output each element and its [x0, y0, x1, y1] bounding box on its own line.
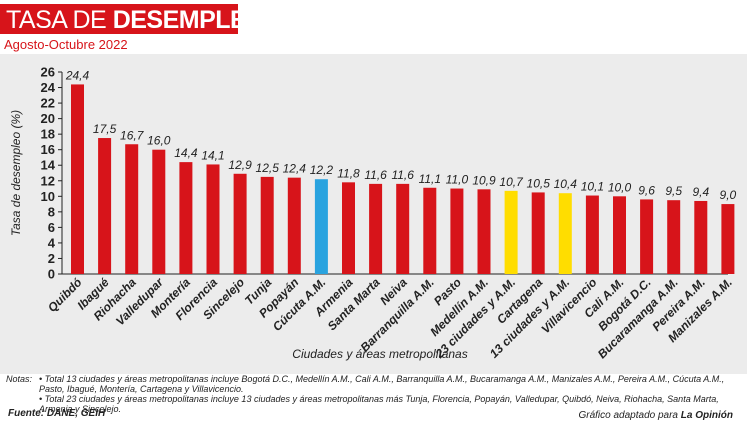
bar	[396, 183, 410, 274]
value-label: 10,1	[581, 180, 604, 194]
bar	[206, 164, 220, 274]
y-tick-label: 12	[41, 173, 55, 188]
bar	[721, 204, 735, 274]
note-13-ciudades: • Total 13 ciudades y áreas metropolitan…	[39, 374, 725, 394]
chart-title: TASA DE DESEMPLEO	[6, 6, 266, 34]
value-label: 11,0	[446, 173, 469, 187]
y-tick-label: 6	[48, 220, 55, 235]
bar	[423, 187, 437, 274]
title-banner: TASA DE DESEMPLEO	[0, 4, 266, 34]
credit-prefix: Gráfico adaptado para	[578, 410, 681, 421]
value-label: 16,7	[120, 128, 145, 142]
bar	[233, 173, 247, 274]
value-label: 12,4	[283, 162, 307, 176]
value-label: 14,4	[174, 146, 198, 160]
y-tick-label: 0	[48, 267, 55, 282]
title-part-2: DESEMPLEO	[112, 6, 266, 34]
value-label: 11,6	[364, 168, 387, 182]
y-tick-label: 22	[41, 96, 55, 111]
bar	[260, 176, 274, 274]
y-tick-label: 18	[41, 127, 55, 142]
value-label: 9,4	[692, 185, 709, 199]
bar	[369, 183, 383, 274]
chart-subtitle: Agosto-Octubre 2022	[4, 37, 128, 52]
y-tick-label: 16	[41, 142, 55, 157]
value-label: 14,1	[201, 148, 224, 162]
value-label: 9,5	[665, 184, 682, 198]
value-label: 12,2	[310, 163, 334, 177]
bar	[640, 199, 654, 274]
bar	[531, 192, 545, 274]
bar	[125, 144, 139, 274]
credit-brand: La Opinión	[680, 410, 733, 421]
title-part-1: TASA DE	[6, 6, 113, 34]
bar	[71, 84, 84, 274]
y-axis-title: Tasa de desempleo (%)	[9, 110, 23, 236]
y-tick-label: 26	[41, 65, 55, 80]
value-label: 12,9	[228, 158, 252, 172]
bar	[613, 196, 626, 274]
value-label: 9,6	[638, 183, 655, 197]
bar	[152, 149, 166, 274]
value-label: 16,0	[147, 134, 171, 148]
notes-label: Notas:	[6, 374, 33, 384]
y-tick-label: 10	[41, 189, 55, 204]
bar	[314, 179, 328, 274]
value-label: 11,1	[419, 172, 441, 186]
bar	[504, 190, 518, 274]
bar	[585, 195, 599, 274]
bar	[287, 177, 301, 274]
bar	[450, 188, 464, 274]
value-label: 17,5	[93, 122, 117, 136]
value-label: 10,5	[527, 176, 551, 190]
value-label: 11,8	[337, 166, 360, 180]
y-tick-label: 24	[41, 80, 56, 95]
note-23-ciudades: • Total 23 ciudades y áreas metropolitan…	[39, 394, 719, 414]
y-tick-label: 14	[41, 158, 56, 173]
y-tick-label: 8	[48, 204, 55, 219]
bar	[342, 182, 355, 274]
credit-text: Gráfico adaptado para La Opinión	[578, 410, 733, 421]
value-label: 10,4	[554, 177, 578, 191]
y-tick-label: 4	[48, 235, 56, 250]
value-label: 11,6	[391, 168, 414, 182]
value-label: 10,9	[472, 173, 496, 187]
value-label: 10,7	[499, 175, 524, 189]
bar	[667, 200, 681, 274]
source-text: Fuente: DANE, GEIH	[8, 408, 106, 419]
value-label: 9,0	[720, 188, 737, 202]
bar	[477, 189, 491, 274]
x-axis-title: Ciudades y áreas metropolitanas	[292, 347, 467, 361]
bar	[98, 138, 112, 274]
bar	[694, 200, 708, 274]
value-label: 10,0	[608, 180, 632, 194]
bar	[179, 162, 193, 274]
y-tick-label: 2	[48, 251, 55, 266]
value-label: 12,5	[256, 161, 280, 175]
bar	[558, 193, 572, 274]
y-tick-label: 20	[41, 111, 55, 126]
value-label: 24,4	[65, 68, 90, 82]
